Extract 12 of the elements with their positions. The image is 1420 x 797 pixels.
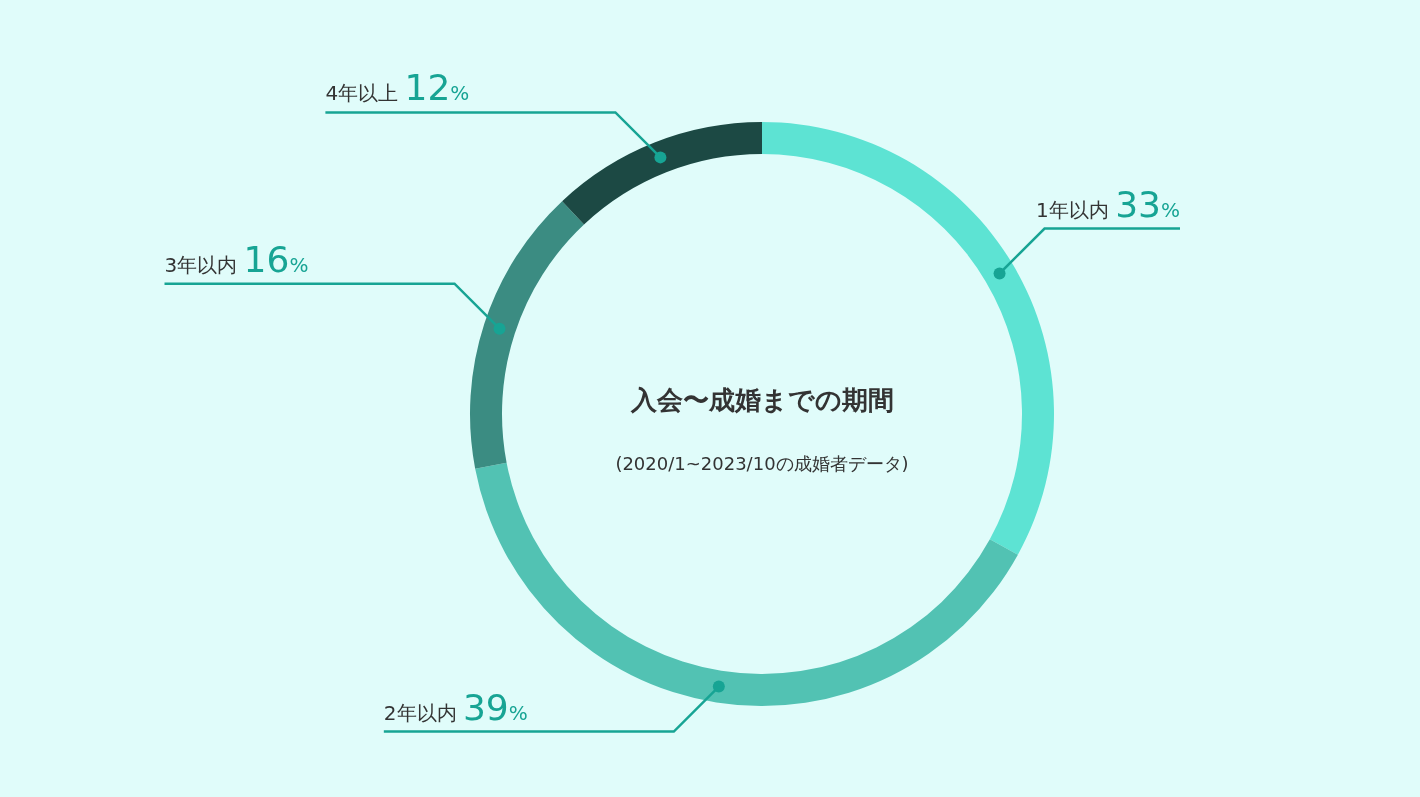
text: 入会〜成婚までの期間: [629, 385, 894, 415]
slice-label: 3年以内: [164, 252, 238, 277]
data-label: 39%: [462, 686, 528, 728]
slice-label: 4年以上: [325, 81, 399, 106]
text: (2020/1~2023/10の成婚者データ): [615, 453, 909, 474]
donut-slice: [562, 122, 762, 225]
data-label: 12%: [404, 67, 470, 109]
slice-label: 2年以内: [383, 700, 457, 725]
data-label: 16%: [243, 238, 309, 280]
data-label: 33%: [1115, 183, 1180, 225]
slice-label: 1年以内: [1036, 197, 1109, 222]
donut-slice: [470, 201, 585, 469]
